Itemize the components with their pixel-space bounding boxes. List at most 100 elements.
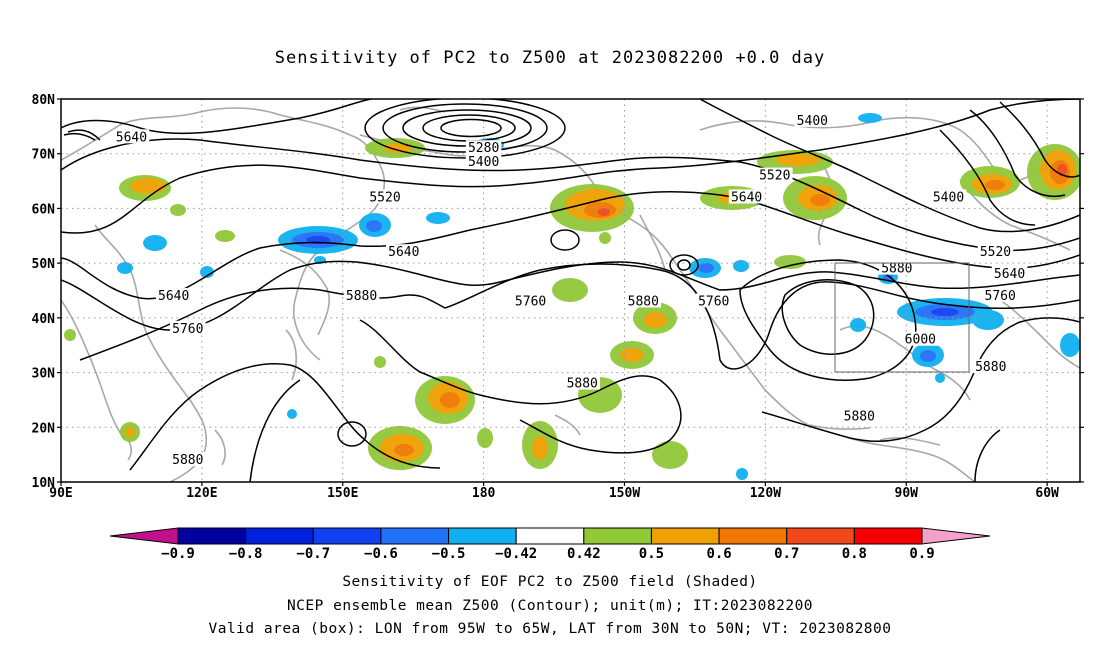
- contour-label: 5640: [994, 267, 1025, 282]
- colorbar-label: −0.42: [495, 546, 537, 562]
- lat-tick-label: 60N: [32, 202, 56, 217]
- contour-label: 5880: [567, 377, 598, 392]
- lon-tick-label: 150W: [609, 486, 640, 501]
- contour-label: 5880: [172, 453, 203, 468]
- contour-label: 5880: [628, 294, 659, 309]
- colorbar-label: 0.42: [567, 546, 601, 562]
- map-frame: [60, 98, 1081, 483]
- contour-label: 5400: [797, 114, 828, 129]
- colorbar-label: 0.6: [706, 546, 731, 562]
- contour-label-bg: [977, 244, 1014, 259]
- lon-tick-label: 90W: [895, 486, 919, 501]
- contour-label-bg: [155, 287, 192, 302]
- contour-label-bg: [465, 140, 502, 155]
- lat-tick-label: 40N: [32, 312, 56, 327]
- colorbar-swatch: [177, 527, 247, 545]
- contour-label: 5760: [985, 289, 1016, 304]
- contour-label: 5760: [172, 322, 203, 337]
- lat-tick-label: 80N: [32, 93, 56, 108]
- colorbar-swatch: [312, 527, 382, 545]
- contour-label-bg: [512, 293, 549, 308]
- valid-area-box: [834, 262, 970, 373]
- colorbar-swatch: [583, 527, 652, 545]
- caption-valid-area: Valid area (box): LON from 95W to 65W, L…: [208, 621, 892, 637]
- lon-tick-label: 90E: [49, 486, 72, 501]
- contour-label-bg: [695, 293, 732, 308]
- graticule: [61, 99, 1080, 482]
- colorbar-high-extension: [921, 527, 991, 545]
- contour-label-bg: [728, 189, 765, 204]
- lat-tick-label: 30N: [32, 367, 56, 382]
- map-title: Sensitivity of PC2 to Z500 at 2023082200…: [274, 48, 826, 68]
- contour-label-bg: [841, 408, 878, 423]
- contour-label-bg: [113, 129, 150, 144]
- latitude-axis: 80N 70N 60N 50N 40N 30N 20N 10N: [32, 93, 1084, 491]
- colorbar: −0.9 −0.8 −0.7 −0.6 −0.5 −0.42 0.42 0.5 0.6 0.7 0.…: [109, 527, 991, 562]
- lon-tick-label: 150E: [327, 486, 358, 501]
- contour-label: 5400: [933, 190, 964, 205]
- contour-label-bg: [991, 266, 1028, 281]
- contour-label-bg: [367, 189, 403, 204]
- contour-label: 5640: [158, 289, 189, 304]
- contour-label: 5880: [844, 409, 875, 424]
- contour-label: 5520: [759, 169, 790, 184]
- colorbar-label: −0.5: [432, 546, 466, 562]
- contour-label: 5280: [468, 141, 499, 156]
- contour-label-bg: [982, 287, 1018, 302]
- contour-label-bg: [169, 452, 206, 467]
- colorbar-swatch: [786, 527, 855, 545]
- lon-tick-label: 120W: [750, 486, 781, 501]
- lon-tick-label: 180: [472, 486, 496, 501]
- contour-label-bg: [465, 153, 502, 168]
- colorbar-swatch: [380, 527, 450, 545]
- colorbar-low-extension: [109, 527, 179, 545]
- caption-contour: NCEP ensemble mean Z500 (Contour); unit(…: [286, 598, 814, 614]
- longitude-axis: 90E 120E 150E 180 150W 120W 90W 60W: [49, 482, 1059, 501]
- contour-label-bg: [756, 167, 793, 182]
- sensitivity-shading: [64, 113, 1080, 480]
- contour-label-bg: [794, 112, 831, 127]
- colorbar-label: 0.5: [639, 546, 664, 562]
- contour-label-bg: [972, 359, 1009, 374]
- contour-label-bg: [902, 331, 939, 346]
- lat-tick-label: 10N: [32, 476, 56, 491]
- contour-label-bg: [169, 320, 206, 335]
- colorbar-label: 0.7: [774, 546, 799, 562]
- lat-tick-label: 70N: [32, 148, 56, 163]
- contour-label-bg: [625, 293, 662, 308]
- colorbar-label: −0.8: [229, 546, 263, 562]
- colorbar-label: −0.9: [161, 546, 195, 562]
- contour-label-bg: [564, 375, 601, 390]
- colorbar-label: 0.9: [909, 546, 934, 562]
- colorbar-swatch: [650, 527, 720, 545]
- colorbar-swatch: [718, 527, 788, 545]
- contour-label: 5640: [116, 130, 147, 145]
- contour-label-bg: [385, 244, 422, 259]
- contour-label: 5880: [881, 262, 912, 277]
- colorbar-swatch: [515, 527, 585, 545]
- contour-label: 5880: [975, 360, 1006, 375]
- colorbar-label: 0.8: [842, 546, 867, 562]
- lon-tick-label: 120E: [186, 486, 217, 501]
- contour-label: 5520: [980, 245, 1011, 260]
- contour-label: 5640: [731, 190, 762, 205]
- contour-label: 5880: [346, 289, 377, 304]
- contour-label-bg: [879, 260, 915, 275]
- colorbar-swatch: [245, 527, 314, 545]
- lat-tick-label: 20N: [32, 421, 56, 436]
- contour-label-bg: [930, 189, 967, 204]
- colorbar-label: −0.7: [296, 546, 330, 562]
- contour-label-bg: [343, 287, 380, 302]
- colorbar-label: −0.6: [364, 546, 398, 562]
- colorbar-swatch: [853, 527, 923, 545]
- contour-label: 5760: [515, 294, 546, 309]
- contour-label: 5520: [369, 190, 400, 205]
- caption-shading: Sensitivity of EOF PC2 to Z500 field (Sh…: [342, 574, 758, 590]
- lat-tick-label: 50N: [32, 257, 56, 272]
- contour-label: 6000: [905, 333, 936, 348]
- z500-contours: [61, 99, 1080, 482]
- contour-label: 5640: [388, 245, 419, 260]
